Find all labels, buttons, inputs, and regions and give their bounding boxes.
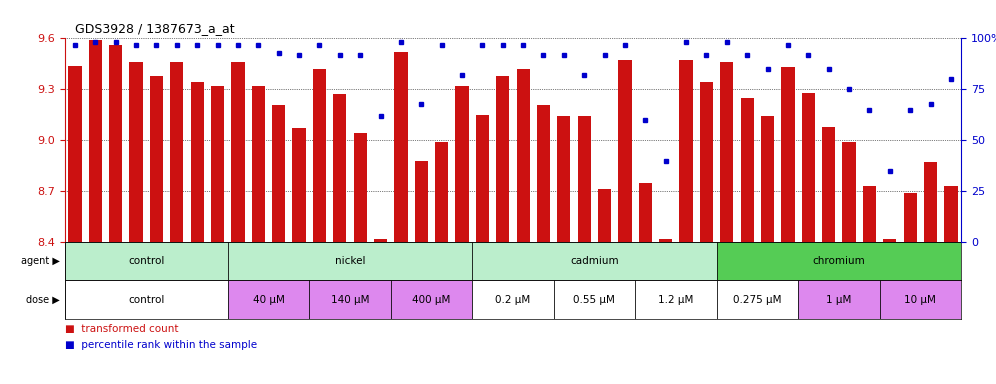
Bar <box>717 242 961 280</box>
Text: dose ▶: dose ▶ <box>26 295 60 305</box>
Bar <box>89 40 102 242</box>
Text: ■  percentile rank within the sample: ■ percentile rank within the sample <box>65 339 257 350</box>
Bar <box>924 162 937 242</box>
Bar <box>638 182 652 242</box>
Text: nickel: nickel <box>335 256 366 266</box>
Bar <box>390 280 472 319</box>
Bar <box>272 104 285 242</box>
Bar <box>394 52 407 242</box>
Text: 0.275 μM: 0.275 μM <box>733 295 782 305</box>
Bar <box>228 242 472 280</box>
Bar <box>109 45 123 242</box>
Bar <box>170 62 183 242</box>
Bar <box>228 280 309 319</box>
Bar <box>149 76 163 242</box>
Text: control: control <box>128 295 164 305</box>
Bar <box>883 238 896 242</box>
Bar <box>354 133 367 242</box>
Bar <box>252 86 265 242</box>
Text: 1.2 μM: 1.2 μM <box>658 295 693 305</box>
Bar <box>435 142 448 242</box>
Bar <box>293 128 306 242</box>
Bar <box>65 280 228 319</box>
Text: 140 μM: 140 μM <box>331 295 370 305</box>
Bar <box>802 93 815 242</box>
Bar <box>557 116 571 242</box>
Bar <box>863 186 876 242</box>
Text: ■  transformed count: ■ transformed count <box>65 324 178 334</box>
Text: cadmium: cadmium <box>570 256 619 266</box>
Text: 400 μM: 400 μM <box>412 295 450 305</box>
Bar <box>333 94 347 242</box>
Bar <box>69 66 82 242</box>
Bar <box>211 86 224 242</box>
Bar <box>761 116 774 242</box>
Bar <box>741 98 754 242</box>
Bar <box>798 280 879 319</box>
Text: agent ▶: agent ▶ <box>21 256 60 266</box>
Bar <box>635 280 717 319</box>
Bar <box>313 69 326 242</box>
Bar <box>231 62 245 242</box>
Bar <box>309 280 390 319</box>
Bar <box>679 60 693 242</box>
Bar <box>781 67 795 242</box>
Text: control: control <box>128 256 164 266</box>
Bar <box>717 280 798 319</box>
Bar <box>129 62 142 242</box>
Text: 0.2 μM: 0.2 μM <box>495 295 531 305</box>
Bar <box>554 280 635 319</box>
Bar <box>374 238 387 242</box>
Text: GDS3928 / 1387673_a_at: GDS3928 / 1387673_a_at <box>75 22 234 35</box>
Bar <box>472 242 717 280</box>
Bar <box>944 186 957 242</box>
Bar <box>414 161 428 242</box>
Bar <box>659 238 672 242</box>
Bar <box>879 280 961 319</box>
Text: 40 μM: 40 μM <box>253 295 285 305</box>
Bar <box>700 83 713 242</box>
Bar <box>517 69 530 242</box>
Bar <box>578 116 591 242</box>
Text: chromium: chromium <box>813 256 866 266</box>
Bar <box>720 62 733 242</box>
Bar <box>455 86 469 242</box>
Bar <box>496 76 509 242</box>
Bar <box>476 115 489 242</box>
Bar <box>537 104 550 242</box>
Bar <box>472 280 554 319</box>
Bar <box>65 242 228 280</box>
Bar <box>843 142 856 242</box>
Bar <box>903 193 917 242</box>
Text: 1 μM: 1 μM <box>827 295 852 305</box>
Bar <box>619 60 631 242</box>
Bar <box>598 189 612 242</box>
Text: 10 μM: 10 μM <box>904 295 936 305</box>
Text: 0.55 μM: 0.55 μM <box>574 295 616 305</box>
Bar <box>190 83 204 242</box>
Bar <box>822 127 836 242</box>
